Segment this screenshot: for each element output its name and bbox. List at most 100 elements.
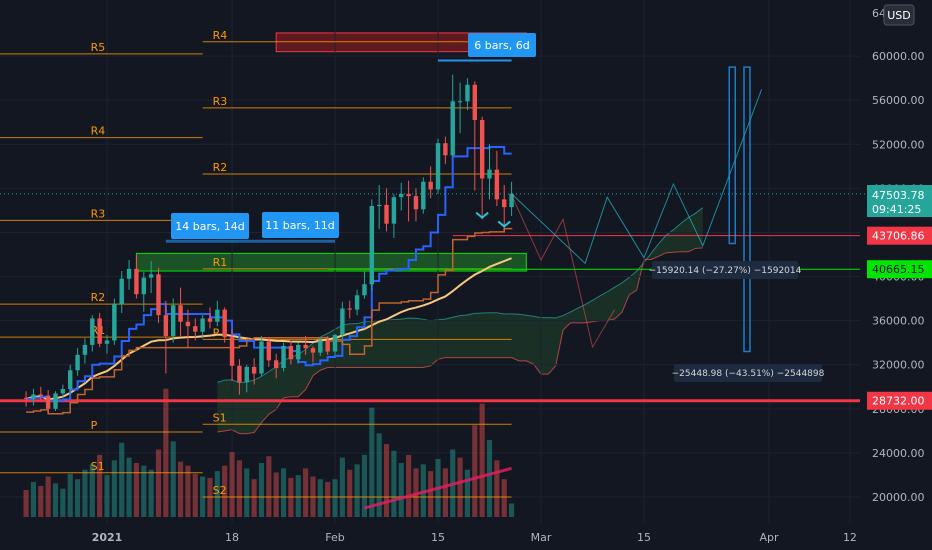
volume-bar (280, 468, 287, 517)
time-tick-label: Apr (760, 531, 780, 544)
candle-down (472, 84, 478, 121)
pivot-label-r2: R2 (91, 291, 106, 304)
candle-up (457, 101, 463, 103)
time-axis-bg (0, 523, 932, 550)
candle-down (207, 318, 213, 322)
candle-up (200, 318, 205, 332)
candle-up (465, 84, 470, 102)
last-price-value: 47503.78 (872, 189, 925, 202)
currency-button[interactable]: USD (883, 4, 915, 26)
volume-bar (258, 463, 265, 517)
volume-bar (104, 475, 110, 517)
volume-bar (222, 465, 228, 517)
volume-bar (133, 463, 139, 517)
volume-bar (185, 465, 191, 517)
candle-up (487, 169, 492, 179)
pivot-levels: R5R4R3R2R1PS1R4R3R2R1PS1S2 (0, 29, 860, 498)
measure-label-1-text: −15920.14 (−27.27%) −1592014 (649, 266, 802, 276)
annotation-6-bars[interactable]: 6 bars, 6d (468, 33, 536, 57)
volume-bar (317, 479, 323, 517)
volume-bar (486, 440, 493, 517)
candle-down (443, 143, 448, 156)
pivot-label-s2: S2 (213, 484, 227, 497)
volume-bar (126, 457, 132, 517)
candle-up (354, 295, 360, 310)
volume-bar (38, 485, 44, 517)
candle-down (97, 318, 102, 344)
volume-bar (369, 407, 375, 517)
volume-bar (200, 476, 206, 517)
volume-bar (111, 460, 117, 517)
volume-bar (442, 468, 448, 517)
projection-path-bull (511, 88, 763, 265)
time-tick-label: 12 (843, 531, 857, 544)
volume-bar (163, 388, 169, 517)
measure-range-1 (728, 66, 737, 245)
candle-down (163, 315, 169, 337)
candle-down (494, 169, 500, 200)
volume-bar (509, 503, 515, 517)
volume-bar (347, 469, 353, 517)
price-tick-label: 60000.00 (872, 50, 925, 63)
annotation-6-bars-label: 6 bars, 6d (474, 39, 529, 52)
candle-up (281, 345, 286, 369)
volume-trend-line (364, 466, 512, 510)
candle-up (90, 318, 95, 345)
volume-bar (214, 471, 220, 517)
candle-up (141, 277, 146, 295)
cloud-span-b (217, 247, 703, 435)
pivot-label-r3: R3 (213, 95, 228, 108)
candle-up (450, 101, 455, 156)
level-tag-label-2: 28732.00 (872, 395, 925, 408)
annotation-11-bars[interactable]: 11 bars, 11d (262, 212, 339, 238)
candles (23, 74, 514, 415)
candle-up (376, 204, 382, 206)
volume-bar (67, 473, 73, 517)
time-axis[interactable]: 2021 18 Feb 15 Mar 15 Apr 12 (0, 523, 932, 550)
volume-bar (229, 452, 235, 517)
measure-label-2: −25448.98 (−43.51%) −2544898 (672, 364, 825, 382)
candle-down (273, 360, 279, 369)
candle-down (325, 340, 330, 352)
pivot-label-p: P (91, 419, 98, 432)
candle-up (369, 206, 375, 285)
volume-bar (82, 469, 88, 517)
time-tick-label: Mar (531, 531, 552, 544)
candle-up (332, 334, 338, 352)
volume-bar (376, 433, 382, 517)
volume-bar (339, 457, 345, 517)
level-tag-2 (867, 391, 932, 410)
candle-down (156, 274, 161, 316)
candle-up (244, 366, 249, 383)
volume-bar (119, 442, 125, 517)
lagging-line (26, 227, 513, 415)
volume-bar (332, 479, 338, 517)
candle-up (112, 304, 117, 341)
candle-up (126, 268, 132, 279)
volume-bar (406, 454, 412, 517)
pivot-label-r4: R4 (213, 29, 228, 42)
volume-bar (45, 476, 51, 517)
volume-bar (97, 454, 103, 517)
measure-label-2-text: −25448.98 (−43.51%) −2544898 (672, 369, 825, 379)
candle-down (222, 309, 227, 338)
candle-up (82, 344, 88, 355)
candle-up (435, 143, 441, 190)
price-tick-label: 24000.00 (872, 447, 925, 460)
volume-bar (30, 481, 37, 517)
candle-up (318, 340, 323, 353)
pivot-label-p: P (213, 326, 220, 339)
annotation-14-bars[interactable]: 14 bars, 14d (171, 213, 249, 239)
volume-bar (391, 450, 397, 517)
candle-down (406, 193, 411, 197)
candle-down (384, 204, 389, 224)
price-tick-label: 32000.00 (872, 359, 925, 372)
volume-bar (236, 460, 242, 517)
candle-up (362, 284, 367, 296)
volume-bar (494, 460, 500, 517)
measure-label-1: −15920.14 (−27.27%) −1592014 (649, 261, 802, 279)
volume-bar (464, 469, 471, 517)
candle-up (421, 181, 426, 210)
annotation-11-bars-label: 11 bars, 11d (265, 219, 334, 232)
